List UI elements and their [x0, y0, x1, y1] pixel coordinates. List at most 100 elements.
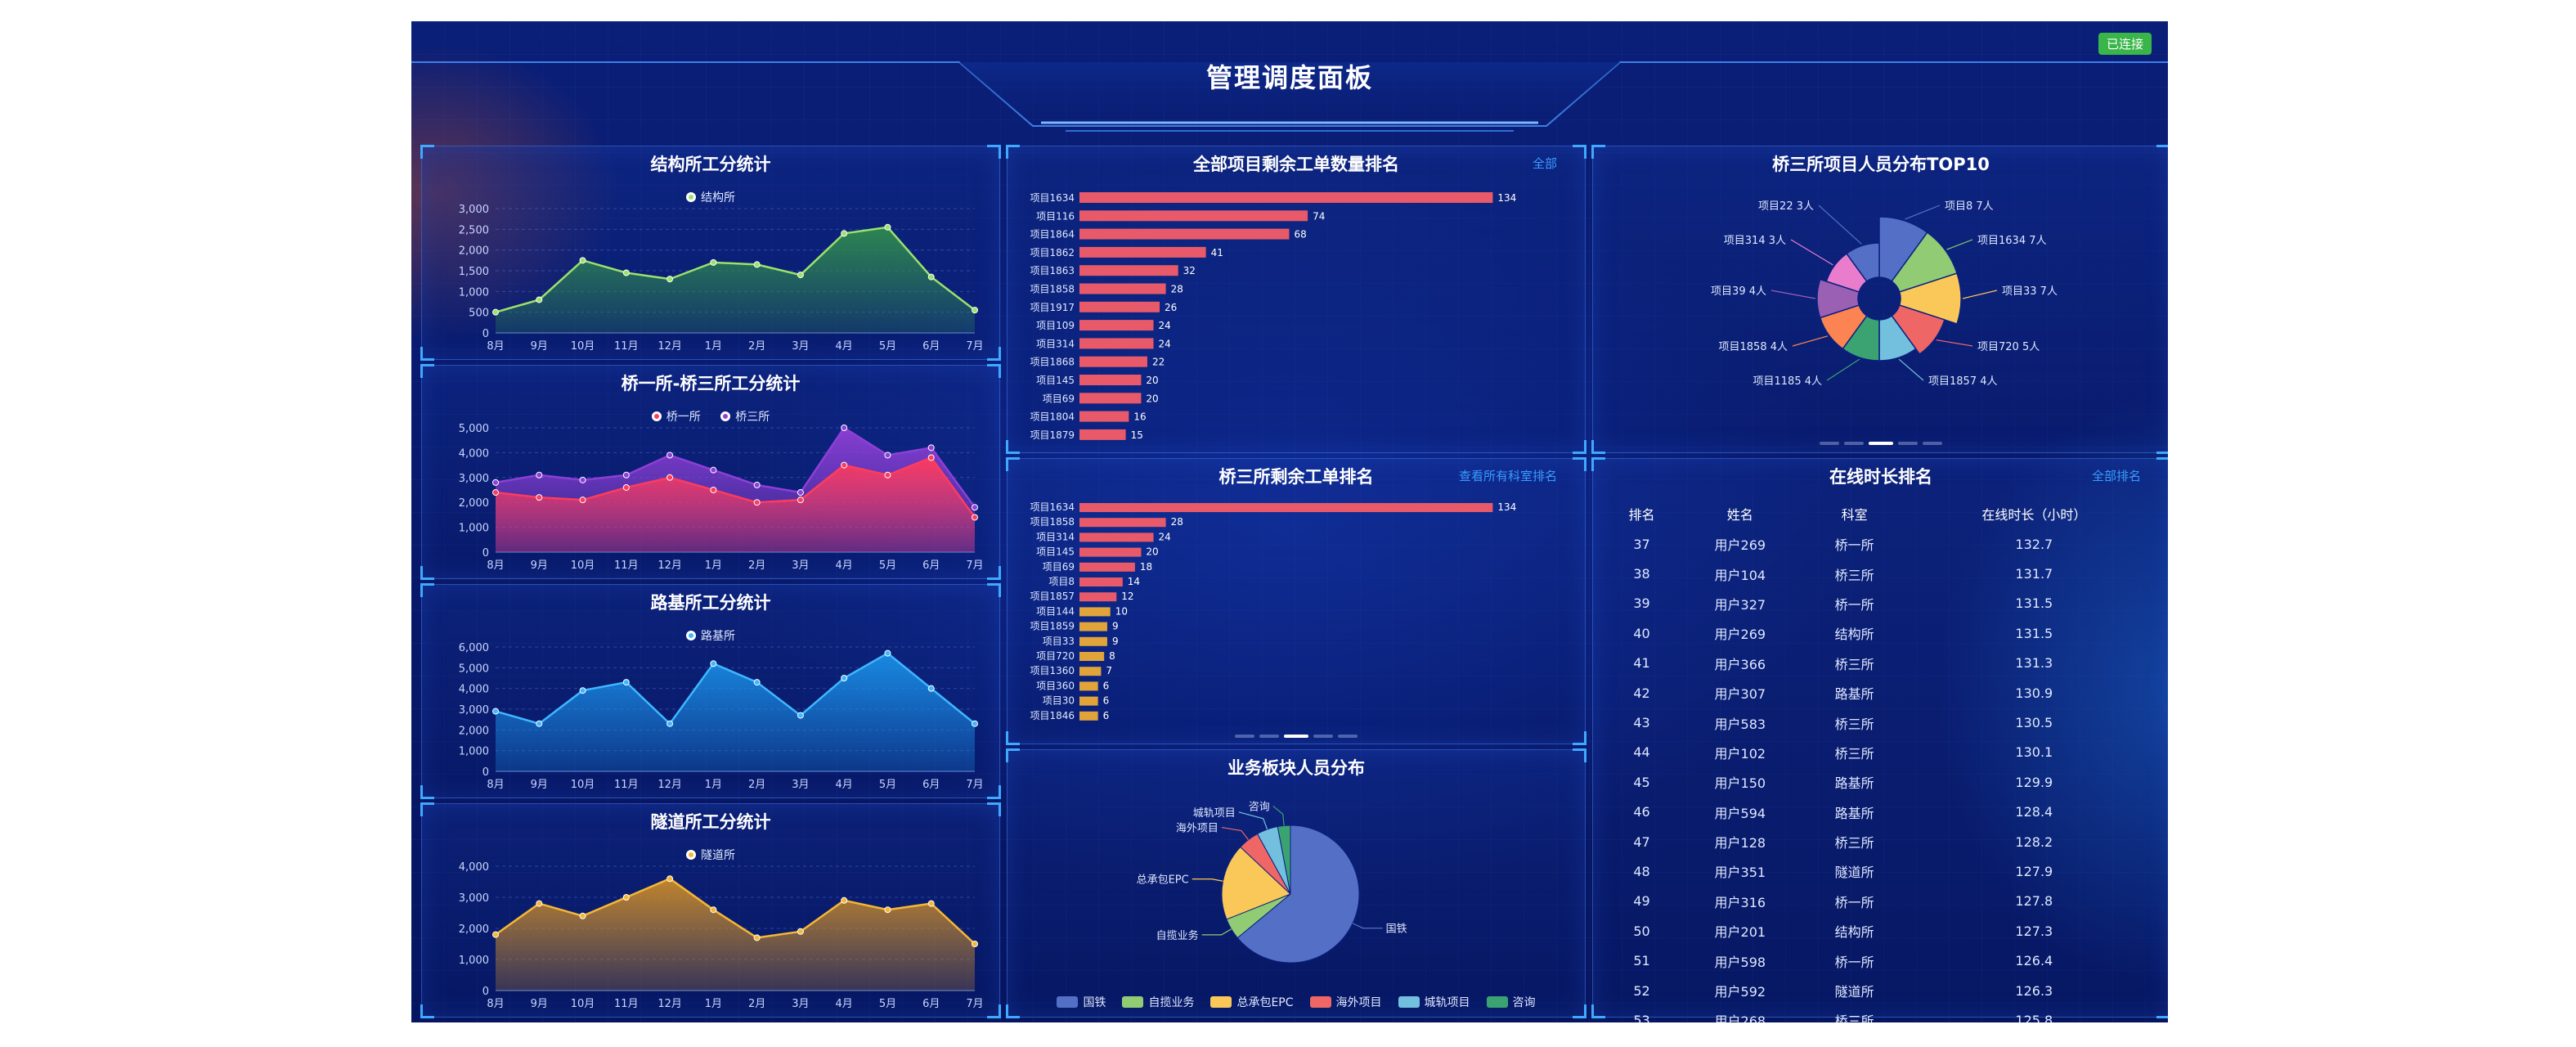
legend-item[interactable]: 自揽业务	[1122, 994, 1194, 1010]
table-cell: 用户351	[1714, 865, 1766, 881]
table-cell: 47	[1633, 834, 1650, 850]
legend-item[interactable]: 国铁	[1057, 994, 1106, 1010]
panel-qiaosan: 桥三所剩余工单排名 查看所有科室排名 项目1634 134 项目1858 28 项目31…	[1006, 457, 1586, 745]
x-tick-label: 5月	[879, 559, 896, 572]
table-cell: 用户102	[1714, 745, 1766, 762]
table-cell: 用户269	[1714, 537, 1766, 554]
column-header: 科室	[1841, 507, 1868, 523]
table-row[interactable]: 37 用户269 桥一所 132.7	[1608, 529, 2164, 559]
table-cell: 用户104	[1714, 567, 1766, 583]
pie-leader-line	[1192, 878, 1223, 882]
bar-category-label: 项目145	[1036, 375, 1075, 386]
table-cell: 桥三所	[1834, 745, 1874, 762]
data-point	[536, 720, 543, 727]
table-row[interactable]: 42 用户307 路基所 130.9	[1608, 678, 2164, 708]
table-row[interactable]: 47 用户128 桥三所 128.2	[1608, 827, 2164, 856]
data-point	[579, 476, 586, 483]
table-cell: 131.5	[2015, 595, 2053, 612]
table-row[interactable]: 39 用户327 桥一所 131.5	[1608, 589, 2164, 618]
rose-slice	[1845, 242, 1880, 283]
pie-chart-yewu: 国铁 自揽业务 总承包EPC 海外项目 城轨项目 咨询	[1137, 801, 1407, 964]
table-cell: 桥一所	[1834, 894, 1874, 910]
legend-item[interactable]: 海外项目	[1309, 994, 1382, 1010]
panel-title: 隧道所工分统计	[650, 812, 771, 832]
rose-leader-line	[1905, 204, 1941, 220]
table-cell: 用户268	[1714, 1013, 1766, 1022]
table-row[interactable]: 52 用户592 隧道所 126.3	[1608, 976, 2164, 1005]
bar	[1079, 562, 1135, 572]
table-row[interactable]: 49 用户316 桥一所 127.8	[1608, 887, 2164, 916]
rose-leader-line	[1936, 339, 1973, 347]
all-ranking-link[interactable]: 全部排名	[2091, 469, 2141, 483]
carousel-pager[interactable]	[1593, 433, 2168, 448]
y-tick-label: 5,000	[459, 423, 489, 435]
table-cell: 用户366	[1714, 656, 1766, 672]
table-cell: 结构所	[1834, 627, 1874, 643]
x-tick-label: 2月	[748, 340, 765, 353]
table-row[interactable]: 44 用户102 桥三所 130.1	[1608, 738, 2164, 767]
rose-label: 项目1857 4人	[1928, 375, 1998, 388]
y-tick-label: 500	[469, 308, 489, 320]
bar-category-label: 项目1879	[1030, 429, 1075, 441]
chart-legend[interactable]: 桥一所 桥三所	[422, 408, 999, 425]
data-point	[753, 261, 761, 268]
table-row[interactable]: 50 用户201 结构所 127.3	[1608, 916, 2164, 946]
x-tick-label: 3月	[792, 779, 809, 791]
chart-legend[interactable]: 路基所	[422, 627, 999, 644]
rose-label: 项目1185 4人	[1753, 375, 1823, 388]
table-cell: 路基所	[1834, 775, 1874, 792]
table-row[interactable]: 51 用户598 桥一所 126.4	[1608, 946, 2164, 975]
table-row[interactable]: 46 用户594 路基所 128.4	[1608, 798, 2164, 827]
dashboard: 管理调度面板 已连接 结构所工分统计 结构所 0 500 1,000 1,500 2,0…	[411, 21, 2168, 1022]
chart-legend[interactable]: 隧道所	[422, 847, 999, 863]
pie-label: 咨询	[1249, 801, 1270, 813]
table-row[interactable]: 45 用户150 路基所 129.9	[1608, 767, 2164, 797]
table-cell: 51	[1633, 953, 1650, 969]
page-title: 管理调度面板	[1205, 62, 1373, 93]
table-cell: 用户269	[1714, 627, 1766, 643]
data-point	[710, 660, 717, 667]
data-point	[797, 497, 804, 504]
table-cell: 131.5	[2015, 625, 2053, 641]
bar-value-label: 15	[1131, 429, 1143, 441]
table-row[interactable]: 53 用户268 桥三所 125.8	[1608, 1005, 2164, 1022]
y-tick-label: 4,000	[459, 861, 489, 874]
legend-item[interactable]: 总承包EPC	[1210, 994, 1294, 1010]
legend-label: 隧道所	[701, 849, 735, 862]
bar-value-label: 9	[1112, 636, 1119, 647]
bar	[1079, 411, 1129, 422]
pie-leader-line	[1352, 923, 1383, 929]
data-point	[622, 483, 630, 491]
x-tick-label: 4月	[836, 340, 853, 353]
bar-value-label: 24	[1159, 338, 1171, 349]
pie-slice	[1277, 825, 1291, 895]
view-all-departments-link[interactable]: 查看所有科室排名	[1458, 469, 1557, 483]
x-tick-label: 9月	[531, 779, 548, 791]
table-row[interactable]: 40 用户269 结构所 131.5	[1608, 618, 2164, 648]
legend-item[interactable]: 咨询	[1486, 994, 1536, 1010]
chart-legend[interactable]: 国铁 自揽业务 总承包EPC 海外项目 城轨项目 咨询	[1008, 994, 1585, 1011]
bar-value-label: 6	[1103, 680, 1110, 691]
table-row[interactable]: 48 用户351 隧道所 127.9	[1608, 856, 2164, 886]
y-tick-label: 0	[482, 766, 489, 779]
legend-item[interactable]: 城轨项目	[1398, 994, 1470, 1010]
panel-title: 结构所工分统计	[650, 155, 771, 174]
rose-slice	[1842, 314, 1880, 362]
legend-swatch	[1210, 996, 1232, 1008]
y-tick-label: 0	[482, 986, 489, 998]
table-row[interactable]: 43 用户583 桥三所 130.5	[1608, 708, 2164, 737]
table-cell: 130.9	[2015, 685, 2053, 701]
table-row[interactable]: 41 用户366 桥三所 131.3	[1608, 649, 2164, 678]
data-point	[666, 720, 674, 727]
legend-label: 桥一所	[666, 411, 701, 424]
table-row[interactable]: 38 用户104 桥三所 131.7	[1608, 559, 2164, 588]
panel-luji: 路基所工分统计 路基所 0 1,000 2,000 3,000 4,000 5,000 6,…	[420, 583, 1001, 799]
all-link[interactable]: 全部	[1532, 156, 1557, 171]
data-point	[927, 685, 935, 692]
data-point	[492, 308, 499, 316]
carousel-pager[interactable]	[1008, 726, 1585, 741]
bar-value-label: 9	[1112, 621, 1119, 632]
x-tick-label: 2月	[748, 998, 765, 1010]
table-cell: 131.3	[2015, 655, 2053, 672]
chart-legend[interactable]: 结构所	[422, 189, 999, 205]
